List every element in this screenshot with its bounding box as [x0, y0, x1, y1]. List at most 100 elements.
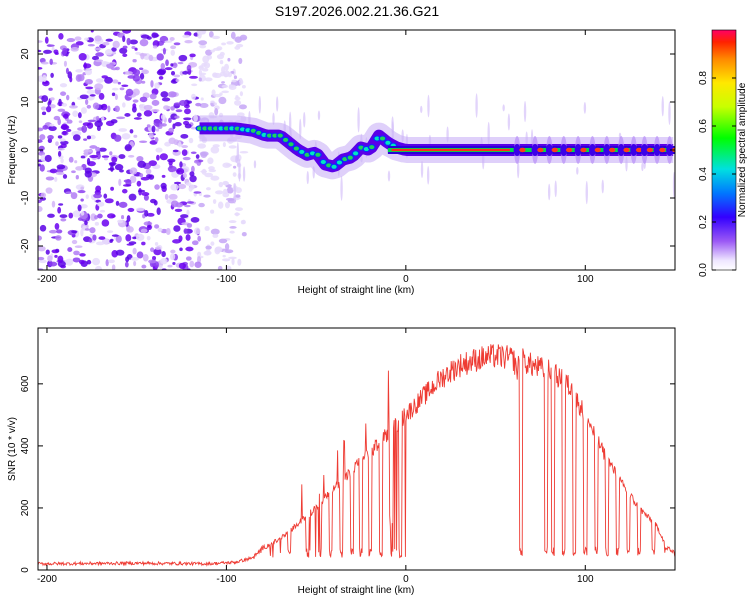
noise-speckle [57, 255, 64, 263]
pulse-core [608, 147, 616, 153]
noise-speckle [118, 154, 126, 159]
noise-speckle [203, 194, 211, 198]
noise-speckle [205, 187, 211, 191]
noise-streak [235, 155, 238, 164]
noise-speckle [44, 36, 49, 44]
noise-speckle [199, 65, 204, 69]
noise-speckle [178, 262, 186, 270]
pulse-band [588, 144, 596, 156]
noise-speckle [114, 105, 120, 113]
noise-speckle [238, 57, 243, 65]
noise-speckle [154, 224, 160, 229]
noise-speckle [88, 238, 93, 243]
noise-speckle [60, 140, 69, 145]
noise-speckle [72, 257, 81, 263]
ridge-core [223, 126, 230, 131]
noise-speckle [54, 176, 58, 182]
noise-speckle [108, 259, 115, 264]
noise-speckle [136, 251, 144, 259]
noise-speckle [65, 258, 74, 266]
noise-speckle [226, 41, 234, 45]
snr-background [38, 328, 675, 570]
noise-speckle [92, 234, 97, 241]
noise-speckle [125, 234, 132, 242]
noise-speckle [94, 35, 102, 42]
noise-speckle [241, 232, 247, 237]
noise-speckle [185, 234, 191, 241]
noise-speckle [60, 124, 70, 130]
noise-speckle [140, 34, 150, 39]
noise-speckle [75, 174, 79, 180]
noise-speckle [183, 117, 192, 121]
noise-speckle [150, 198, 157, 204]
noise-speckle [184, 39, 193, 44]
noise-speckle [143, 194, 149, 201]
spec-xtick-label: -100 [216, 274, 236, 285]
noise-speckle [74, 245, 83, 249]
noise-speckle [134, 47, 138, 51]
pulse-band [545, 144, 553, 156]
noise-speckle [170, 253, 176, 261]
noise-speckle [101, 219, 110, 227]
noise-speckle [185, 256, 192, 261]
noise-speckle [231, 79, 237, 83]
noise-speckle [139, 173, 144, 178]
ridge-core [256, 130, 262, 135]
noise-streak [303, 112, 306, 128]
noise-speckle [141, 264, 147, 269]
ridge-core [245, 128, 251, 133]
noise-speckle [82, 122, 92, 126]
ridge-core [288, 142, 294, 147]
pulse-core [623, 147, 630, 153]
pulse-core [580, 147, 587, 153]
noise-streak [317, 110, 321, 121]
noise-speckle [152, 256, 157, 261]
snr-ytick-label: 200 [20, 499, 31, 516]
noise-speckle [154, 82, 160, 89]
noise-speckle [132, 74, 141, 82]
noise-speckle [38, 206, 43, 212]
noise-speckle [186, 201, 194, 204]
noise-speckle [43, 49, 53, 54]
noise-speckle [110, 186, 114, 191]
noise-speckle [58, 33, 64, 40]
noise-speckle [78, 53, 87, 61]
noise-streak [585, 180, 588, 205]
noise-speckle [173, 181, 182, 185]
noise-speckle [142, 254, 149, 262]
noise-speckle [170, 249, 176, 254]
noise-speckle [168, 127, 175, 133]
noise-speckle [55, 171, 65, 176]
noise-speckle [84, 220, 88, 226]
noise-speckle [235, 207, 243, 212]
noise-speckle [189, 184, 195, 190]
noise-speckle [75, 69, 83, 73]
snr-xtick-label: 100 [577, 574, 594, 585]
noise-speckle [152, 45, 158, 49]
noise-speckle [73, 250, 80, 256]
noise-speckle [154, 137, 159, 143]
noise-speckle [133, 69, 141, 76]
noise-speckle [49, 58, 53, 65]
noise-speckle [231, 257, 235, 266]
noise-speckle [59, 83, 68, 88]
noise-speckle [210, 241, 215, 246]
noise-speckle [38, 127, 44, 132]
noise-streak [299, 118, 302, 140]
noise-speckle [217, 265, 223, 270]
noise-speckle [111, 156, 118, 163]
noise-speckle [132, 236, 137, 240]
pulse-core [646, 147, 654, 153]
noise-speckle [117, 219, 124, 224]
noise-speckle [57, 206, 62, 214]
noise-speckle [146, 235, 151, 241]
snr-xtick-label: -200 [37, 574, 57, 585]
noise-speckle [235, 95, 239, 98]
noise-speckle [240, 220, 245, 225]
ridge-core [250, 128, 256, 133]
noise-speckle [178, 235, 183, 242]
noise-speckle [207, 157, 214, 165]
ridge-core [358, 145, 364, 150]
noise-speckle [146, 212, 155, 217]
noise-speckle [38, 40, 43, 43]
